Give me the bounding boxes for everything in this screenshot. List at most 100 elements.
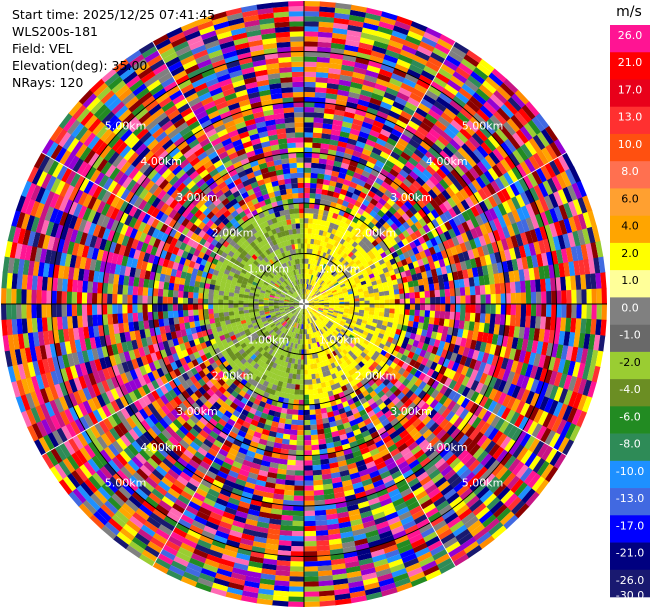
range-gate bbox=[511, 385, 521, 399]
range-gate bbox=[509, 281, 516, 294]
range-gate bbox=[179, 452, 192, 464]
range-gate bbox=[304, 51, 318, 57]
range-gate bbox=[225, 591, 243, 601]
range-gate bbox=[422, 374, 431, 384]
range-gate bbox=[329, 250, 335, 256]
range-gate bbox=[110, 387, 120, 401]
range-gate bbox=[335, 275, 341, 281]
range-gate bbox=[457, 270, 464, 280]
range-gate bbox=[190, 552, 207, 564]
range-gate bbox=[259, 354, 266, 362]
range-gate bbox=[483, 197, 494, 211]
range-gate bbox=[312, 309, 317, 313]
range-gate bbox=[348, 232, 355, 239]
range-gate bbox=[432, 157, 444, 169]
range-gate bbox=[30, 406, 41, 424]
range-gate bbox=[328, 283, 334, 288]
range-gate bbox=[551, 290, 557, 305]
range-gate bbox=[481, 514, 497, 529]
range-gate bbox=[295, 374, 301, 380]
range-gate bbox=[92, 409, 103, 423]
range-gate bbox=[396, 506, 410, 517]
range-gate bbox=[336, 353, 343, 360]
range-gate bbox=[307, 318, 311, 324]
range-gate bbox=[339, 167, 348, 175]
range-gate bbox=[330, 563, 346, 571]
range-gate bbox=[262, 337, 269, 344]
range-gate bbox=[345, 565, 361, 574]
range-gate bbox=[336, 365, 342, 372]
range-gate bbox=[374, 327, 381, 334]
range-gate bbox=[242, 486, 255, 495]
range-gate bbox=[228, 430, 238, 439]
range-gate bbox=[478, 361, 487, 374]
range-gate bbox=[434, 206, 444, 217]
range-gate bbox=[482, 80, 497, 95]
range-gate bbox=[319, 153, 328, 160]
range-gate bbox=[475, 466, 488, 480]
range-gate bbox=[484, 313, 491, 324]
range-gate bbox=[217, 563, 234, 573]
range-gate bbox=[314, 289, 319, 294]
range-gate bbox=[452, 205, 462, 216]
range-gate bbox=[434, 139, 447, 151]
range-gate bbox=[185, 369, 194, 379]
range-gate bbox=[449, 99, 464, 112]
range-gate bbox=[303, 536, 317, 542]
range-gate bbox=[231, 567, 248, 576]
range-gate bbox=[484, 254, 492, 266]
range-gate bbox=[357, 246, 365, 254]
range-gate bbox=[108, 476, 122, 490]
range-gate bbox=[202, 563, 219, 573]
range-gate bbox=[332, 573, 348, 581]
range-gate bbox=[319, 251, 324, 257]
range-gate bbox=[298, 318, 301, 324]
range-gate bbox=[395, 425, 406, 435]
range-gate bbox=[103, 462, 117, 477]
range-gate bbox=[369, 300, 375, 305]
range-gate bbox=[290, 383, 296, 390]
range-gate bbox=[449, 311, 456, 321]
range-gate bbox=[284, 329, 289, 335]
range-gate bbox=[299, 344, 302, 350]
range-gate bbox=[475, 419, 487, 432]
range-gate bbox=[533, 328, 540, 342]
range-gate bbox=[270, 337, 276, 344]
range-gate bbox=[304, 21, 320, 27]
range-gate bbox=[176, 456, 189, 468]
range-gate bbox=[191, 519, 206, 531]
range-gate bbox=[280, 311, 286, 315]
range-gate bbox=[420, 304, 426, 311]
range-gate bbox=[307, 333, 310, 340]
range-gate bbox=[471, 330, 479, 342]
range-gate bbox=[431, 185, 442, 197]
range-gate bbox=[178, 425, 190, 436]
range-gate bbox=[349, 86, 362, 95]
range-gate bbox=[295, 379, 300, 385]
range-gate bbox=[317, 560, 332, 567]
range-gate bbox=[449, 549, 467, 563]
range-gate bbox=[328, 299, 335, 302]
range-gate bbox=[433, 402, 443, 413]
range-gate bbox=[82, 499, 97, 515]
range-gate bbox=[138, 553, 155, 567]
range-gate bbox=[357, 367, 365, 375]
range-gate bbox=[247, 560, 263, 569]
range-gate bbox=[580, 244, 589, 261]
range-gate bbox=[460, 536, 477, 550]
range-gate bbox=[595, 241, 604, 258]
range-gate bbox=[510, 398, 521, 413]
range-gate bbox=[181, 389, 191, 400]
range-gate bbox=[439, 223, 449, 234]
range-gate bbox=[553, 386, 564, 403]
range-gate bbox=[357, 99, 370, 108]
range-gate bbox=[276, 323, 282, 328]
range-gate bbox=[446, 400, 457, 412]
range-gate bbox=[284, 418, 292, 425]
range-gate bbox=[352, 118, 364, 127]
range-gate bbox=[439, 532, 456, 545]
range-gate bbox=[227, 394, 236, 403]
range-gate bbox=[404, 200, 413, 210]
range-gate bbox=[159, 548, 176, 561]
range-gate bbox=[548, 329, 556, 344]
